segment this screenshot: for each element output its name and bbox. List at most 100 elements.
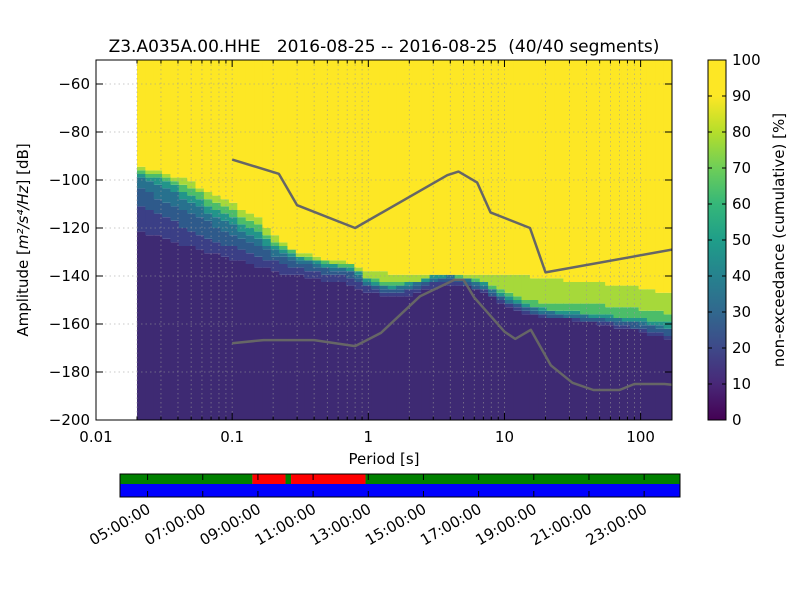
heatmap-cell-p50 (554, 310, 564, 315)
heatmap-cell-p10 (412, 292, 422, 420)
heatmap-cell-p20 (237, 249, 247, 261)
heatmap-cell-p20 (371, 289, 381, 293)
heatmap-cell-p90 (145, 170, 155, 174)
heatmap-cell-p20 (254, 256, 263, 268)
heatmap-cell-top (203, 60, 213, 192)
heatmap-cell-p30 (596, 318, 606, 322)
heatmap-cell-p20 (646, 332, 656, 336)
heatmap-cell-p70 (279, 246, 289, 250)
heatmap-cell-p40 (463, 278, 472, 282)
heatmap-cell-top (454, 60, 464, 275)
heatmap-cell-p30 (195, 217, 205, 236)
heatmap-cell-top (488, 60, 498, 275)
timeline-tick-label: 09:00:00 (197, 500, 264, 549)
heatmap-cell-p10 (396, 296, 406, 420)
heatmap-cell-p20 (446, 282, 456, 286)
heatmap-cell-p30 (304, 264, 314, 272)
heatmap-cell-p70 (287, 249, 297, 254)
heatmap-cell-p90 (588, 282, 598, 304)
heatmap-cell-p20 (621, 325, 631, 329)
timeline-segment-used (120, 474, 253, 484)
heatmap-cell-top (529, 60, 539, 279)
heatmap-cell-p90 (195, 188, 205, 192)
colorbar-tick-label: 0 (732, 411, 742, 429)
heatmap-cell-p70 (387, 282, 397, 286)
timeline-tick-label: 11:00:00 (252, 500, 319, 549)
heatmap-cell-p90 (404, 274, 414, 282)
heatmap-cell-p90 (354, 267, 364, 272)
heatmap-cell-p70 (454, 274, 464, 279)
heatmap-cell-top (463, 60, 472, 275)
heatmap-cell-p70 (538, 303, 548, 308)
heatmap-cell-p50 (237, 224, 247, 232)
heatmap-cell-p90 (605, 285, 615, 308)
heatmap-cell-p70 (153, 174, 163, 178)
heatmap-cell-p40 (170, 192, 180, 207)
heatmap-cell-p90 (571, 282, 581, 304)
heatmap-cell-p40 (446, 274, 456, 279)
heatmap-cell-p90 (646, 289, 656, 311)
y-tick-label: −100 (49, 171, 90, 189)
heatmap-cell-p90 (488, 274, 498, 286)
heatmap-cell-p40 (287, 256, 297, 261)
heatmap-cell-p90 (596, 282, 606, 304)
heatmap-cell-p50 (387, 285, 397, 290)
heatmap-cell-p70 (588, 303, 598, 315)
heatmap-cell-p50 (663, 321, 672, 329)
heatmap-cell-p40 (538, 310, 548, 315)
heatmap-cell-p50 (212, 210, 222, 218)
heatmap-cell-p40 (563, 314, 573, 318)
x-tick-label: 10 (495, 428, 514, 446)
heatmap-cell-p30 (312, 267, 322, 272)
heatmap-cell-p20 (262, 260, 272, 268)
heatmap-cell-p30 (613, 321, 623, 326)
y-axis-label: Amplitude [m²/s⁴/Hz] [dB] (14, 143, 32, 336)
heatmap-cell-p70 (396, 282, 406, 286)
heatmap-cell-p20 (504, 303, 514, 308)
heatmap-cell-p40 (145, 181, 155, 192)
heatmap-cell-p50 (287, 253, 297, 257)
heatmap-cell-p20 (287, 267, 297, 275)
colorbar-tick-label: 10 (732, 375, 751, 393)
heatmap-cell-p90 (362, 271, 372, 279)
heatmap-cell-p20 (153, 213, 163, 236)
heatmap-cell-p10 (136, 231, 146, 420)
heatmap-cell-p90 (262, 228, 272, 236)
heatmap-cell-p30 (546, 314, 556, 318)
heatmap-cell-p20 (379, 292, 389, 297)
heatmap-cell-p30 (203, 220, 213, 239)
heatmap-cell-p50 (563, 310, 573, 315)
heatmap-cell-p40 (136, 177, 146, 189)
heatmap-cell-p50 (513, 300, 523, 304)
heatmap-cell-p70 (320, 260, 330, 264)
heatmap-cell-p20 (571, 318, 581, 322)
heatmap-cell-p90 (337, 260, 347, 264)
heatmap-cell-p70 (187, 188, 197, 196)
heatmap-cell-p90 (379, 271, 389, 282)
heatmap-cell-top (287, 60, 297, 250)
heatmap-cell-top (546, 60, 556, 279)
heatmap-cell-p30 (379, 289, 389, 293)
heatmap-cell-top (571, 60, 581, 282)
heatmap-cell-p30 (136, 188, 146, 207)
heatmap-cell-p90 (387, 274, 397, 282)
heatmap-cell-top (387, 60, 397, 275)
y-tick-label: −140 (49, 267, 90, 285)
heatmap-cell-p30 (638, 325, 648, 329)
heatmap-cell-top (262, 60, 272, 228)
plot-frame (95, 59, 673, 421)
heatmap-cell-p70 (136, 170, 146, 174)
heatmap-cell-p50 (630, 318, 640, 322)
heatmap-cell-p10 (613, 328, 623, 420)
heatmap-cell-p90 (471, 274, 481, 279)
heatmap-cell-p50 (638, 318, 648, 322)
heatmap-cell-p10 (345, 285, 355, 420)
heatmap-cell-p10 (488, 296, 498, 420)
heatmap-cell-top (596, 60, 606, 282)
heatmap-cell-p70 (195, 192, 205, 200)
heatmap-cell-p70 (178, 184, 188, 192)
heatmap-cell-top (429, 60, 439, 275)
colorbar-ticks: 0 10 20 30 40 50 60 70 80 90 100 (708, 51, 761, 429)
timeline-segment-used (365, 474, 680, 484)
heatmap-cell-p50 (345, 267, 355, 272)
